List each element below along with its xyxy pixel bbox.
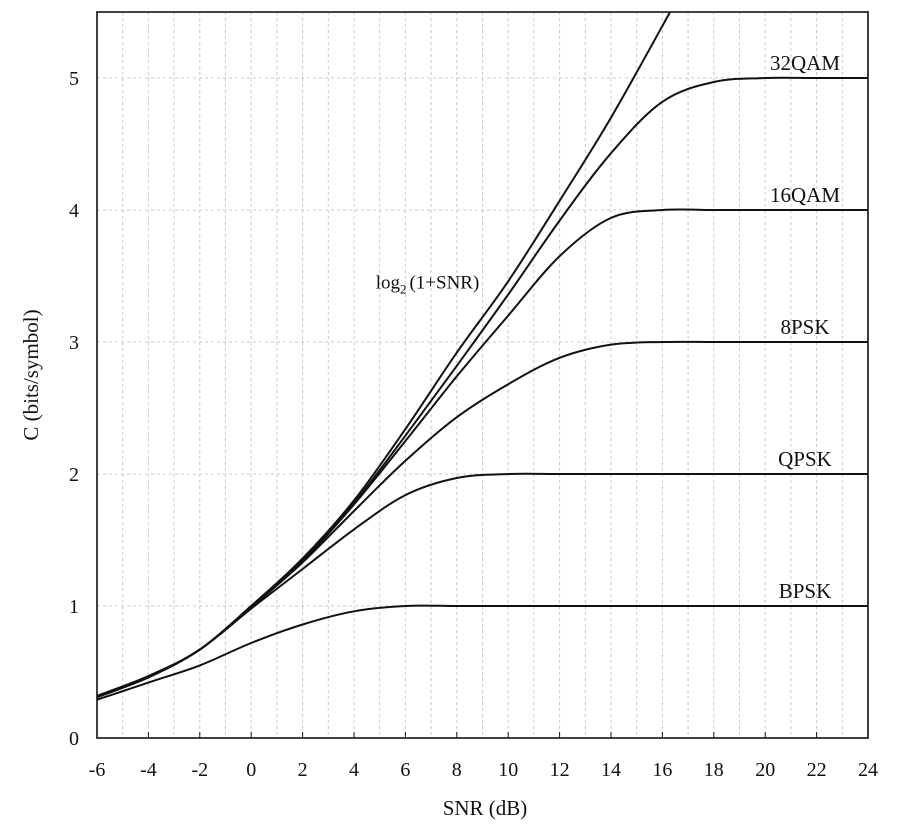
annotation-log: log: [376, 273, 401, 294]
series-line-bpsk: [97, 604, 868, 701]
y-tick-label: 0: [69, 728, 79, 750]
x-tick-label: 0: [246, 759, 256, 781]
x-tick-label: 8: [452, 759, 462, 781]
x-tick-label: 4: [349, 759, 359, 781]
x-tick-label: 2: [298, 759, 308, 781]
x-tick-label: 10: [498, 759, 518, 781]
series-label-32qam: 32QAM: [770, 51, 840, 75]
plot-frame: [96, 11, 869, 739]
x-tick-label: 14: [601, 759, 621, 781]
series-label-bpsk: BPSK: [779, 579, 832, 603]
grid-layer: [97, 12, 868, 738]
annotation-rest: (1+SNR): [409, 273, 479, 294]
x-tick-label: -4: [140, 759, 157, 781]
y-axis-title: C (bits/symbol): [19, 309, 43, 440]
x-tick-label: 16: [652, 759, 672, 781]
series-line-32qam: [97, 76, 868, 699]
x-tick-label: 24: [858, 759, 878, 781]
y-tick-label: 5: [69, 68, 79, 90]
x-axis-title: SNR (dB): [443, 796, 528, 820]
annotation-subscript: 2: [400, 282, 407, 297]
y-tick-label: 2: [69, 464, 79, 486]
series-line-qpsk: [97, 472, 868, 699]
series-label-8psk: 8PSK: [780, 315, 829, 339]
y-tick-label: 4: [69, 200, 79, 222]
axes-layer: [96, 11, 869, 739]
shannon-formula-annotation: log2 (1+SNR): [376, 273, 480, 297]
series-label-qpsk: QPSK: [778, 447, 832, 471]
labels-layer: -6 -4 -2 0 2 4 6 8 10 12 14 16 18 20 22 24012345BPSKQPS…: [69, 51, 878, 781]
x-tick-label: 12: [550, 759, 570, 781]
x-tick-label: 22: [807, 759, 827, 781]
series-layer: [97, 12, 868, 701]
y-tick-label: 3: [69, 332, 79, 354]
x-tick-label: -2: [191, 759, 208, 781]
series-label-16qam: 16QAM: [770, 183, 840, 207]
series-line-shannon: [97, 12, 672, 697]
x-tick-label: 18: [704, 759, 724, 781]
y-tick-label: 1: [69, 596, 79, 618]
x-tick-label: 20: [755, 759, 775, 781]
x-tick-label: 6: [400, 759, 410, 781]
x-tick-label: -6: [89, 759, 106, 781]
